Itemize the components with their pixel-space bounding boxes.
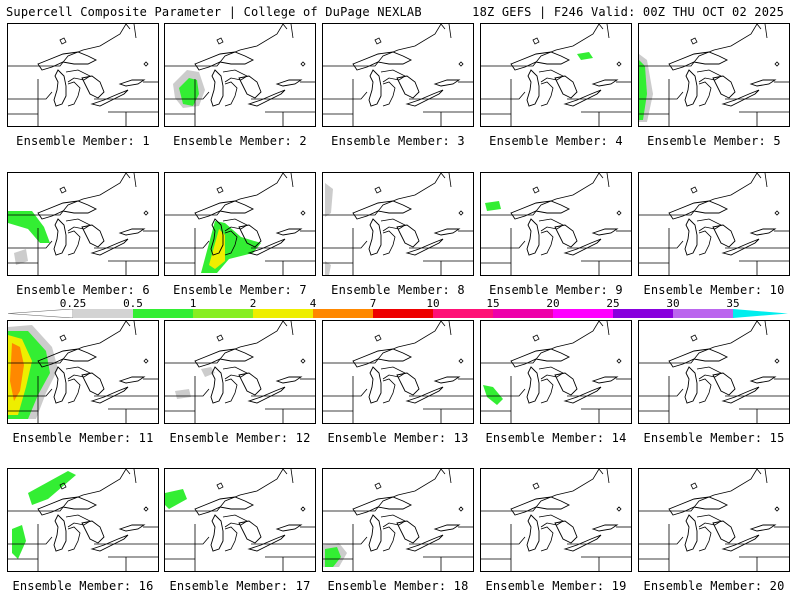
ensemble-member-label: Ensemble Member: 4 [489, 134, 623, 148]
ensemble-member-label: Ensemble Member: 2 [173, 134, 307, 148]
colorbar-low-arrow [8, 309, 74, 318]
map-graphic [323, 321, 473, 423]
ensemble-member-map [480, 172, 632, 276]
map-graphic [639, 469, 789, 571]
map-graphic [481, 24, 631, 126]
colorbar-tick-label: 20 [546, 297, 560, 310]
colorbar-tick-label: 4 [309, 297, 317, 310]
colorbar-swatch [553, 309, 613, 318]
ensemble-member-map [7, 468, 159, 572]
ensemble-member-label: Ensemble Member: 15 [643, 431, 785, 445]
ensemble-member-map [7, 23, 159, 127]
ensemble-member-label: Ensemble Member: 1 [16, 134, 150, 148]
valid-time: 18Z GEFS | F246 Valid: 00Z THU OCT 02 20… [472, 5, 784, 19]
ensemble-member-map [7, 320, 159, 424]
ensemble-member-map [480, 468, 632, 572]
ensemble-member-label: Ensemble Member: 7 [173, 283, 307, 297]
ensemble-member-label: Ensemble Member: 12 [169, 431, 311, 445]
colorbar-tick-label: 15 [486, 297, 500, 310]
ensemble-member-label: Ensemble Member: 8 [331, 283, 465, 297]
ensemble-member-map [638, 468, 790, 572]
colorbar-swatch [613, 309, 673, 318]
colorbar-tick-label: 35 [726, 297, 740, 310]
ensemble-member-label: Ensemble Member: 6 [16, 283, 150, 297]
colorbar-tick-label: 25 [606, 297, 620, 310]
colorbar-swatch [373, 309, 433, 318]
ensemble-member-label: Ensemble Member: 13 [327, 431, 469, 445]
map-graphic [639, 321, 789, 423]
ensemble-member-map [480, 320, 632, 424]
map-graphic [8, 321, 158, 423]
map-graphic [481, 321, 631, 423]
map-graphic [323, 469, 473, 571]
colorbar-swatch [253, 309, 313, 318]
colorbar-tick-label: 0.5 [123, 297, 143, 310]
ensemble-member-label: Ensemble Member: 20 [643, 579, 785, 593]
map-graphic [8, 24, 158, 126]
ensemble-member-label: Ensemble Member: 11 [12, 431, 154, 445]
ensemble-member-map [322, 172, 474, 276]
ensemble-member-label: Ensemble Member: 10 [643, 283, 785, 297]
colorbar-swatch [493, 309, 553, 318]
ensemble-member-label: Ensemble Member: 9 [489, 283, 623, 297]
ensemble-member-label: Ensemble Member: 16 [12, 579, 154, 593]
colorbar-swatch [193, 309, 253, 318]
map-graphic [8, 469, 158, 571]
colorbar-swatch [433, 309, 493, 318]
map-graphic [323, 24, 473, 126]
ensemble-member-label: Ensemble Member: 18 [327, 579, 469, 593]
colorbar [8, 309, 788, 318]
map-graphic [8, 173, 158, 275]
colorbar-tick-label: 2 [249, 297, 257, 310]
ensemble-member-map [638, 23, 790, 127]
ensemble-member-map [7, 172, 159, 276]
ensemble-member-label: Ensemble Member: 3 [331, 134, 465, 148]
ensemble-member-map [638, 320, 790, 424]
ensemble-member-label: Ensemble Member: 17 [169, 579, 311, 593]
colorbar-swatch [313, 309, 373, 318]
colorbar-tick-label: 7 [369, 297, 377, 310]
ensemble-member-map [164, 172, 316, 276]
ensemble-member-map [164, 23, 316, 127]
ensemble-member-map [164, 320, 316, 424]
colorbar-tick-label: 10 [426, 297, 440, 310]
colorbar-swatch [133, 309, 193, 318]
map-graphic [165, 173, 315, 275]
ensemble-member-map [480, 23, 632, 127]
map-graphic [639, 173, 789, 275]
ensemble-member-label: Ensemble Member: 5 [647, 134, 781, 148]
colorbar-tick-label: 30 [666, 297, 680, 310]
colorbar-swatch [73, 309, 133, 318]
map-graphic [323, 173, 473, 275]
map-graphic [165, 321, 315, 423]
map-graphic [165, 24, 315, 126]
ensemble-member-map [322, 468, 474, 572]
ensemble-member-label: Ensemble Member: 14 [485, 431, 627, 445]
colorbar-tick-label: 0.25 [59, 297, 87, 310]
ensemble-member-map [638, 172, 790, 276]
ensemble-member-label: Ensemble Member: 19 [485, 579, 627, 593]
colorbar-swatch [673, 309, 733, 318]
colorbar-tick-label: 1 [189, 297, 197, 310]
map-graphic [639, 24, 789, 126]
chart-title: Supercell Composite Parameter | College … [6, 5, 422, 19]
ensemble-member-map [322, 23, 474, 127]
ensemble-member-map [164, 468, 316, 572]
map-graphic [165, 469, 315, 571]
map-graphic [481, 469, 631, 571]
colorbar-swatch [733, 309, 788, 318]
map-graphic [481, 173, 631, 275]
ensemble-member-map [322, 320, 474, 424]
